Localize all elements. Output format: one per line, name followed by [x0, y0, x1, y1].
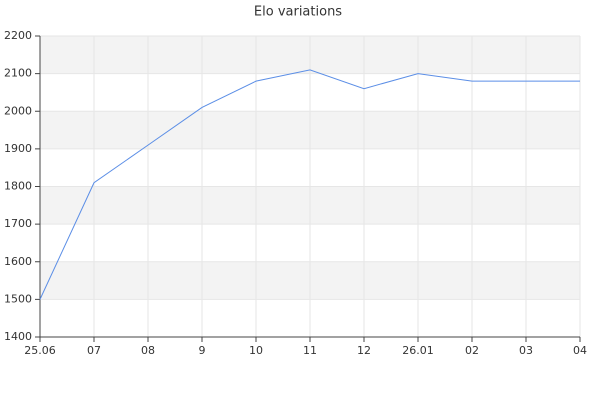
x-tick-label: 12 [357, 344, 371, 357]
y-tick-label: 1500 [4, 292, 32, 305]
y-tick-label: 2100 [4, 67, 32, 80]
x-tick-label: 25.06 [24, 344, 56, 357]
y-tick-label: 1900 [4, 142, 32, 155]
y-tick-label: 2200 [4, 29, 32, 42]
y-tick-label: 1700 [4, 217, 32, 230]
x-tick-label: 02 [465, 344, 479, 357]
x-tick-label: 07 [87, 344, 101, 357]
x-tick-label: 26.01 [402, 344, 434, 357]
x-tick-label: 9 [199, 344, 206, 357]
y-tick-label: 1600 [4, 255, 32, 268]
y-tick-label: 1800 [4, 180, 32, 193]
x-tick-label: 10 [249, 344, 263, 357]
x-tick-label: 03 [519, 344, 533, 357]
x-tick-label: 11 [303, 344, 317, 357]
x-tick-label: 04 [573, 344, 587, 357]
x-tick-label: 08 [141, 344, 155, 357]
chart-title: Elo variations [254, 5, 342, 20]
data-line [39, 69, 580, 300]
y-tick-label: 1400 [4, 330, 32, 343]
y-tick-label: 2000 [4, 104, 32, 117]
